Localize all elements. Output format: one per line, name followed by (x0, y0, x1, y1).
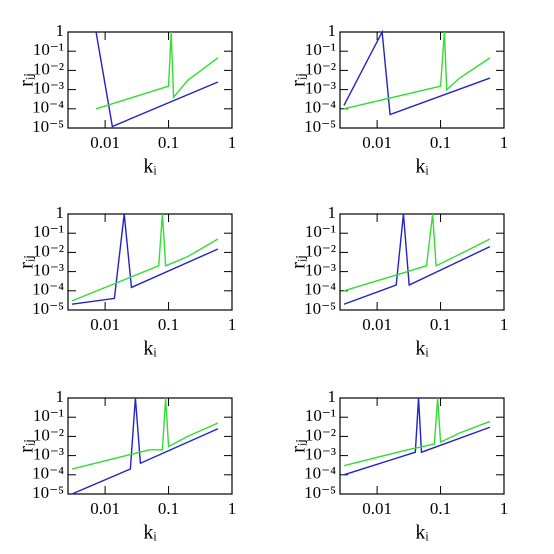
y-tick-label: 10⁻⁴ (32, 98, 64, 117)
series-line (343, 213, 491, 305)
y-tick-label: 1 (328, 203, 337, 222)
series-line (95, 31, 219, 128)
y-tick-label: 10⁻⁴ (304, 280, 336, 299)
y-tick-label: 1 (56, 21, 65, 40)
y-tick-label: 10⁻² (33, 59, 64, 78)
y-tick-label: 10⁻¹ (33, 222, 64, 241)
y-axis-label: rᵢⱼ (288, 439, 310, 452)
y-tick-label: 10⁻³ (33, 261, 64, 280)
y-tick-label: 10⁻⁵ (304, 483, 336, 502)
x-tick-label: 0.01 (362, 499, 392, 518)
y-tick-label: 10⁻⁴ (304, 464, 336, 483)
y-tick-label: 1 (56, 387, 65, 406)
y-tick-label: 10⁻⁵ (32, 117, 64, 136)
y-axis-label: rᵢⱼ (288, 73, 310, 86)
y-tick-label: 10⁻¹ (33, 40, 64, 59)
x-tick-label: 0.1 (430, 315, 451, 334)
series-line (343, 29, 491, 116)
x-tick-label: 0.1 (158, 133, 179, 152)
y-tick-label: 10⁻² (33, 241, 64, 260)
y-tick-label: 1 (328, 387, 337, 406)
x-tick-label: 1 (228, 315, 237, 334)
x-tick-label: 1 (228, 133, 237, 152)
x-tick-label: 0.1 (430, 133, 451, 152)
series-line (343, 397, 491, 467)
y-tick-label: 10⁻⁴ (304, 98, 336, 117)
y-tick-label: 10⁻⁵ (304, 299, 336, 318)
x-tick-label: 0.1 (430, 499, 451, 518)
y-tick-label: 10⁻⁵ (32, 483, 64, 502)
y-tick-label: 10⁻² (305, 425, 336, 444)
plot-frame (339, 31, 505, 129)
plot-frame (67, 213, 233, 311)
y-tick-label: 10⁻² (305, 241, 336, 260)
series-line (71, 213, 219, 302)
series-line (71, 397, 219, 495)
plot-frame (67, 31, 233, 129)
y-axis-label: rᵢⱼ (16, 73, 38, 86)
y-tick-label: 10⁻¹ (305, 40, 336, 59)
series-line (343, 397, 491, 476)
x-axis-label: kᵢ (143, 338, 157, 360)
plot-frame (339, 213, 505, 311)
y-tick-label: 10⁻¹ (305, 406, 336, 425)
x-tick-label: 0.01 (90, 133, 120, 152)
y-tick-label: 10⁻³ (33, 79, 64, 98)
series-line (343, 213, 491, 292)
y-tick-label: 10⁻³ (33, 445, 64, 464)
plot-frame (67, 397, 233, 495)
y-tick-label: 10⁻² (33, 425, 64, 444)
x-axis-label: kᵢ (415, 338, 429, 360)
x-tick-label: 0.01 (362, 133, 392, 152)
y-tick-label: 10⁻⁴ (32, 280, 64, 299)
x-axis-label: kᵢ (415, 522, 429, 544)
series-line (71, 213, 219, 305)
x-tick-label: 1 (228, 499, 237, 518)
y-axis-label: rᵢⱼ (16, 439, 38, 452)
y-tick-label: 10⁻⁴ (32, 464, 64, 483)
y-tick-label: 10⁻⁵ (32, 299, 64, 318)
y-tick-label: 1 (56, 203, 65, 222)
x-tick-label: 0.01 (362, 315, 392, 334)
x-tick-label: 1 (500, 315, 509, 334)
y-tick-label: 10⁻¹ (305, 222, 336, 241)
y-tick-label: 10⁻³ (305, 79, 336, 98)
series-line (71, 397, 219, 470)
y-axis-label: rᵢⱼ (288, 255, 310, 268)
x-tick-label: 0.01 (90, 499, 120, 518)
y-tick-label: 1 (328, 21, 337, 40)
x-axis-label: kᵢ (415, 156, 429, 178)
x-tick-label: 0.1 (158, 315, 179, 334)
x-tick-label: 1 (500, 133, 509, 152)
x-tick-label: 0.1 (158, 499, 179, 518)
series-line (95, 31, 219, 110)
y-tick-label: 10⁻³ (305, 445, 336, 464)
y-tick-label: 10⁻⁵ (304, 117, 336, 136)
y-axis-label: rᵢⱼ (16, 255, 38, 268)
plot-frame (339, 397, 505, 495)
y-tick-label: 10⁻¹ (33, 406, 64, 425)
x-axis-label: kᵢ (143, 156, 157, 178)
y-tick-label: 10⁻² (305, 59, 336, 78)
x-tick-label: 1 (500, 499, 509, 518)
x-tick-label: 0.01 (90, 315, 120, 334)
series-line (343, 31, 491, 110)
y-tick-label: 10⁻³ (305, 261, 336, 280)
x-axis-label: kᵢ (143, 522, 157, 544)
